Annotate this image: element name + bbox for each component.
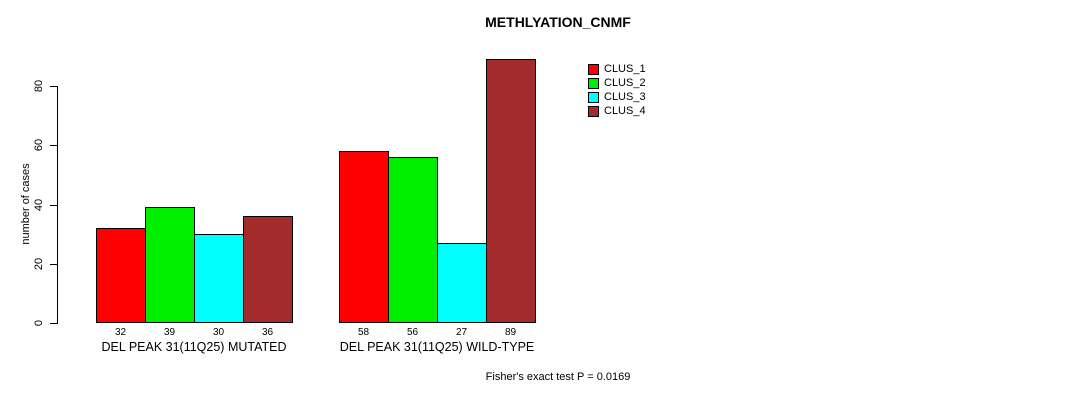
legend-label: CLUS_4 (604, 105, 646, 117)
legend-label: CLUS_2 (604, 77, 646, 89)
bar-clus_3-group2 (437, 243, 487, 323)
bar-clus_1-group1 (96, 228, 146, 323)
bar-clus_3-group1 (194, 234, 244, 323)
bar-value-label: 27 (455, 327, 468, 338)
bar-clus_1-group2 (339, 151, 389, 323)
legend-item-clus_2: CLUS_2 (588, 76, 646, 90)
y-tick (50, 323, 57, 324)
legend-item-clus_4: CLUS_4 (588, 104, 646, 118)
y-tick-label: 20 (33, 257, 45, 271)
y-tick-label: 60 (33, 138, 45, 152)
bar-value-label: 36 (261, 327, 274, 338)
chart-title: METHLYATION_CNMF (485, 14, 631, 30)
bar-value-label: 30 (212, 327, 225, 338)
legend-swatch-clus_4 (588, 105, 599, 117)
legend-swatch-clus_1 (588, 63, 599, 75)
bar-clus_2-group1 (145, 207, 195, 323)
bar-value-label: 89 (504, 327, 517, 338)
y-tick (50, 205, 57, 206)
y-tick (50, 264, 57, 265)
y-axis-line (57, 86, 58, 324)
y-tick (50, 86, 57, 87)
y-axis-title: number of cases (20, 163, 32, 245)
legend-item-clus_3: CLUS_3 (588, 90, 646, 104)
bar-clus_2-group2 (388, 157, 438, 323)
y-tick-label: 40 (33, 198, 45, 212)
legend-item-clus_1: CLUS_1 (588, 62, 646, 76)
bar-value-label: 32 (114, 327, 127, 338)
y-tick-label: 0 (33, 319, 45, 327)
legend-label: CLUS_1 (604, 63, 646, 75)
legend: CLUS_1 CLUS_2 CLUS_3 CLUS_4 (588, 62, 646, 118)
bar-value-label: 58 (357, 327, 370, 338)
y-tick (50, 145, 57, 146)
legend-swatch-clus_2 (588, 77, 599, 89)
legend-swatch-clus_3 (588, 91, 599, 103)
legend-label: CLUS_3 (604, 91, 646, 103)
bar-clus_4-group1 (243, 216, 293, 323)
group-label-2: DEL PEAK 31(11Q25) WILD-TYPE (339, 340, 535, 354)
y-tick-label: 80 (33, 79, 45, 93)
footnote-pvalue: Fisher's exact test P = 0.0169 (485, 371, 631, 383)
group-label-1: DEL PEAK 31(11Q25) MUTATED (101, 340, 287, 354)
bar-clus_4-group2 (486, 59, 536, 323)
bar-value-label: 39 (163, 327, 176, 338)
bar-value-label: 56 (406, 327, 419, 338)
